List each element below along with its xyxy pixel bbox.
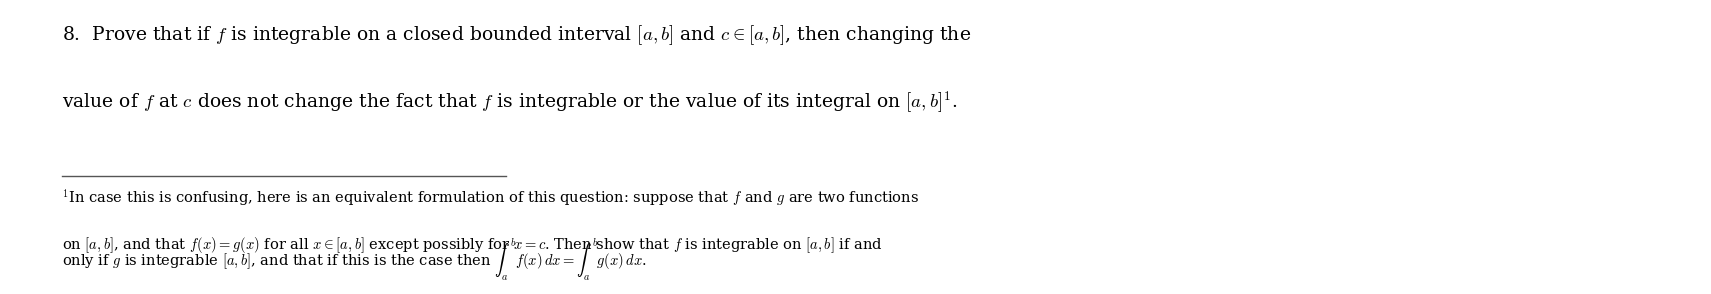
Text: $^1$In case this is confusing, here is an equivalent formulation of this questio: $^1$In case this is confusing, here is a…: [63, 187, 919, 208]
Text: 8.  Prove that if $f$ is integrable on a closed bounded interval $[a, b]$ and $c: 8. Prove that if $f$ is integrable on a …: [63, 23, 972, 47]
Text: value of $f$ at $c$ does not change the fact that $f$ is integrable or the value: value of $f$ at $c$ does not change the …: [63, 89, 958, 115]
Text: on $[a, b]$, and that $f(x) = g(x)$ for all $x \in [a, b]$ except possibly for $: on $[a, b]$, and that $f(x) = g(x)$ for …: [63, 235, 883, 255]
Text: only if $g$ is integrable $[a, b]$, and that if this is the case then $\int_a^b : only if $g$ is integrable $[a, b]$, and …: [63, 236, 647, 283]
